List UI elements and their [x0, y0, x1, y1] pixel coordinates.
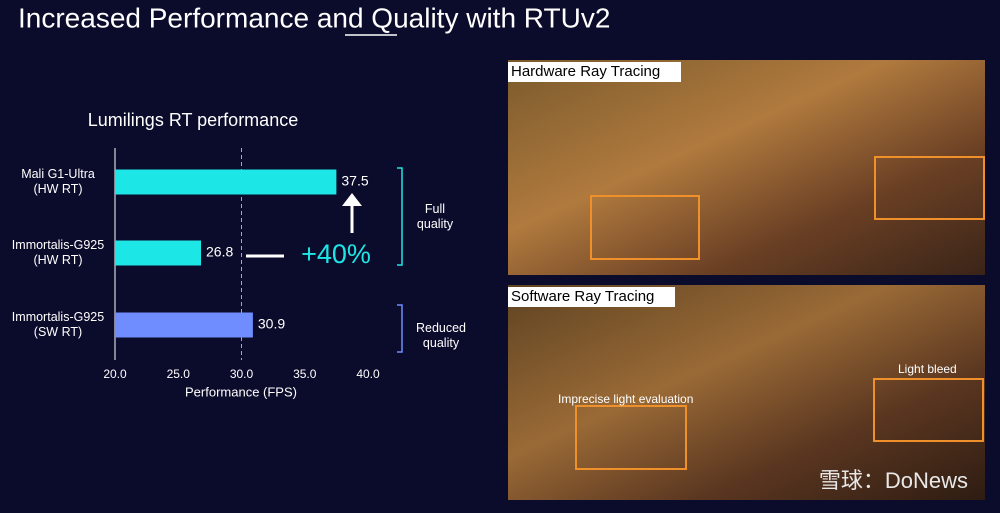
bar	[115, 240, 202, 266]
x-tick-label: 35.0	[293, 367, 317, 381]
x-axis-label: Performance (FPS)	[185, 384, 297, 399]
y-tick-label: Immortalis-G925 (SW RT)	[11, 310, 105, 339]
image-label: Hardware Ray Tracing	[511, 63, 660, 80]
hw-screenshot	[508, 60, 985, 275]
group-label: Full quality	[416, 202, 454, 231]
bracket	[397, 167, 403, 266]
callout: Light bleed	[898, 362, 957, 376]
value-label: 30.9	[258, 316, 285, 332]
highlight-box	[590, 195, 700, 260]
annotation: +40%	[301, 239, 371, 269]
x-tick-label: 40.0	[356, 367, 380, 381]
value-label: 26.8	[206, 244, 233, 260]
x-tick-label: 30.0	[230, 367, 254, 381]
arrow-head	[342, 193, 362, 206]
value-label: 37.5	[341, 173, 368, 189]
highlight-box	[575, 405, 687, 470]
y-tick-label: Immortalis-G925 (HW RT)	[11, 238, 105, 267]
group-label: Reduced quality	[415, 321, 467, 350]
sw-screenshot	[508, 285, 985, 500]
image-label: Software Ray Tracing	[511, 288, 654, 305]
bar	[115, 169, 337, 195]
label-bg	[508, 287, 675, 307]
callout: Imprecise light evaluation	[558, 392, 693, 406]
watermark: 雪球：DoNews	[819, 468, 968, 493]
x-tick-label: 20.0	[103, 367, 127, 381]
label-bg	[508, 62, 681, 82]
highlight-box	[873, 378, 984, 442]
y-tick-label: Mali G1-Ultra (HW RT)	[21, 167, 95, 196]
slide-title: Increased Performance and Quality with R…	[18, 2, 610, 33]
bracket	[397, 304, 403, 353]
highlight-box	[874, 156, 985, 220]
bar	[115, 312, 253, 338]
chart-title: Lumilings RT performance	[88, 110, 298, 130]
x-tick-label: 25.0	[167, 367, 191, 381]
